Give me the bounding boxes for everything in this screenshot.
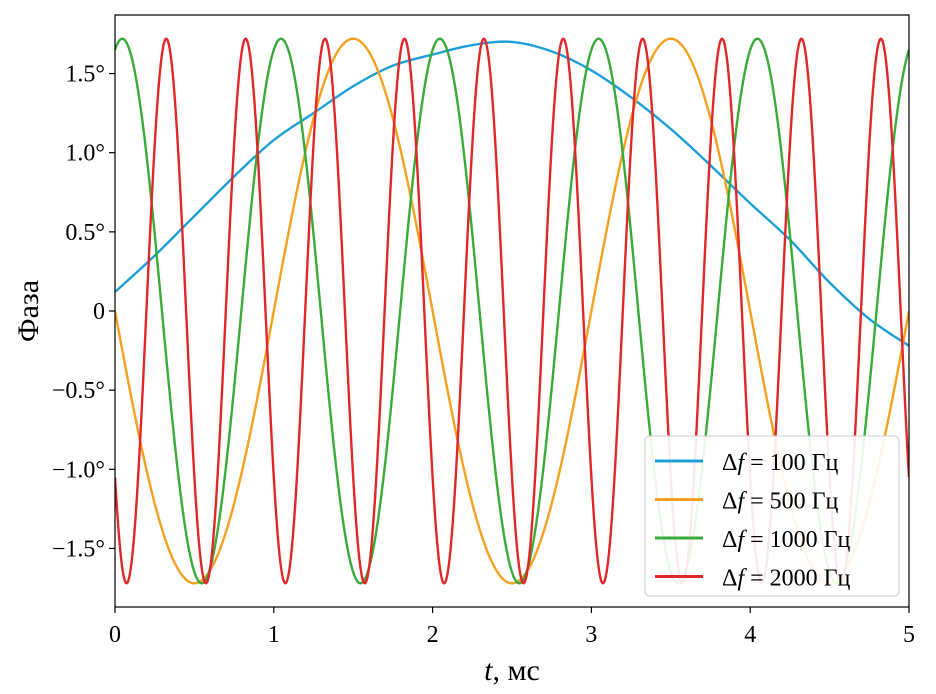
legend: Δf = 100 Гц Δf = 500 Гц Δf = 1000 Гц Δf = 2… (644, 435, 900, 597)
y-axis: 1.5° 1.0° 0.5° 0 −0.5° −1.0° −1.5° (52, 62, 115, 562)
y-tick-label: −1.0° (52, 457, 105, 483)
y-tick-label: 0 (93, 299, 105, 325)
y-axis-label: Фаза (12, 280, 45, 342)
series-layer (115, 37, 909, 585)
x-tick-label: 0 (109, 622, 121, 648)
y-tick-label: −1.5° (52, 536, 105, 562)
x-tick-label: 4 (744, 622, 756, 648)
x-axis-label: t, мс (484, 654, 540, 687)
series-line-1000 (115, 37, 909, 585)
series-line-100 (115, 40, 909, 347)
legend-label: Δf = 2000 Гц (722, 566, 851, 592)
legend-box (644, 435, 900, 597)
series-line-2000 (115, 37, 909, 585)
x-axis: 0 1 2 3 4 5 (109, 607, 915, 648)
x-tick-label: 5 (903, 622, 915, 648)
legend-label: Δf = 500 Гц (722, 489, 839, 515)
legend-label: Δf = 1000 Гц (722, 527, 851, 553)
y-tick-label: 1.5° (65, 62, 105, 88)
y-tick-label: 0.5° (65, 220, 105, 246)
x-tick-label: 2 (427, 622, 439, 648)
y-tick-label: −0.5° (52, 378, 105, 404)
legend-label: Δf = 100 Гц (722, 450, 839, 476)
x-tick-label: 1 (268, 622, 280, 648)
y-tick-label: 1.0° (65, 141, 105, 167)
x-tick-label: 3 (585, 622, 597, 648)
